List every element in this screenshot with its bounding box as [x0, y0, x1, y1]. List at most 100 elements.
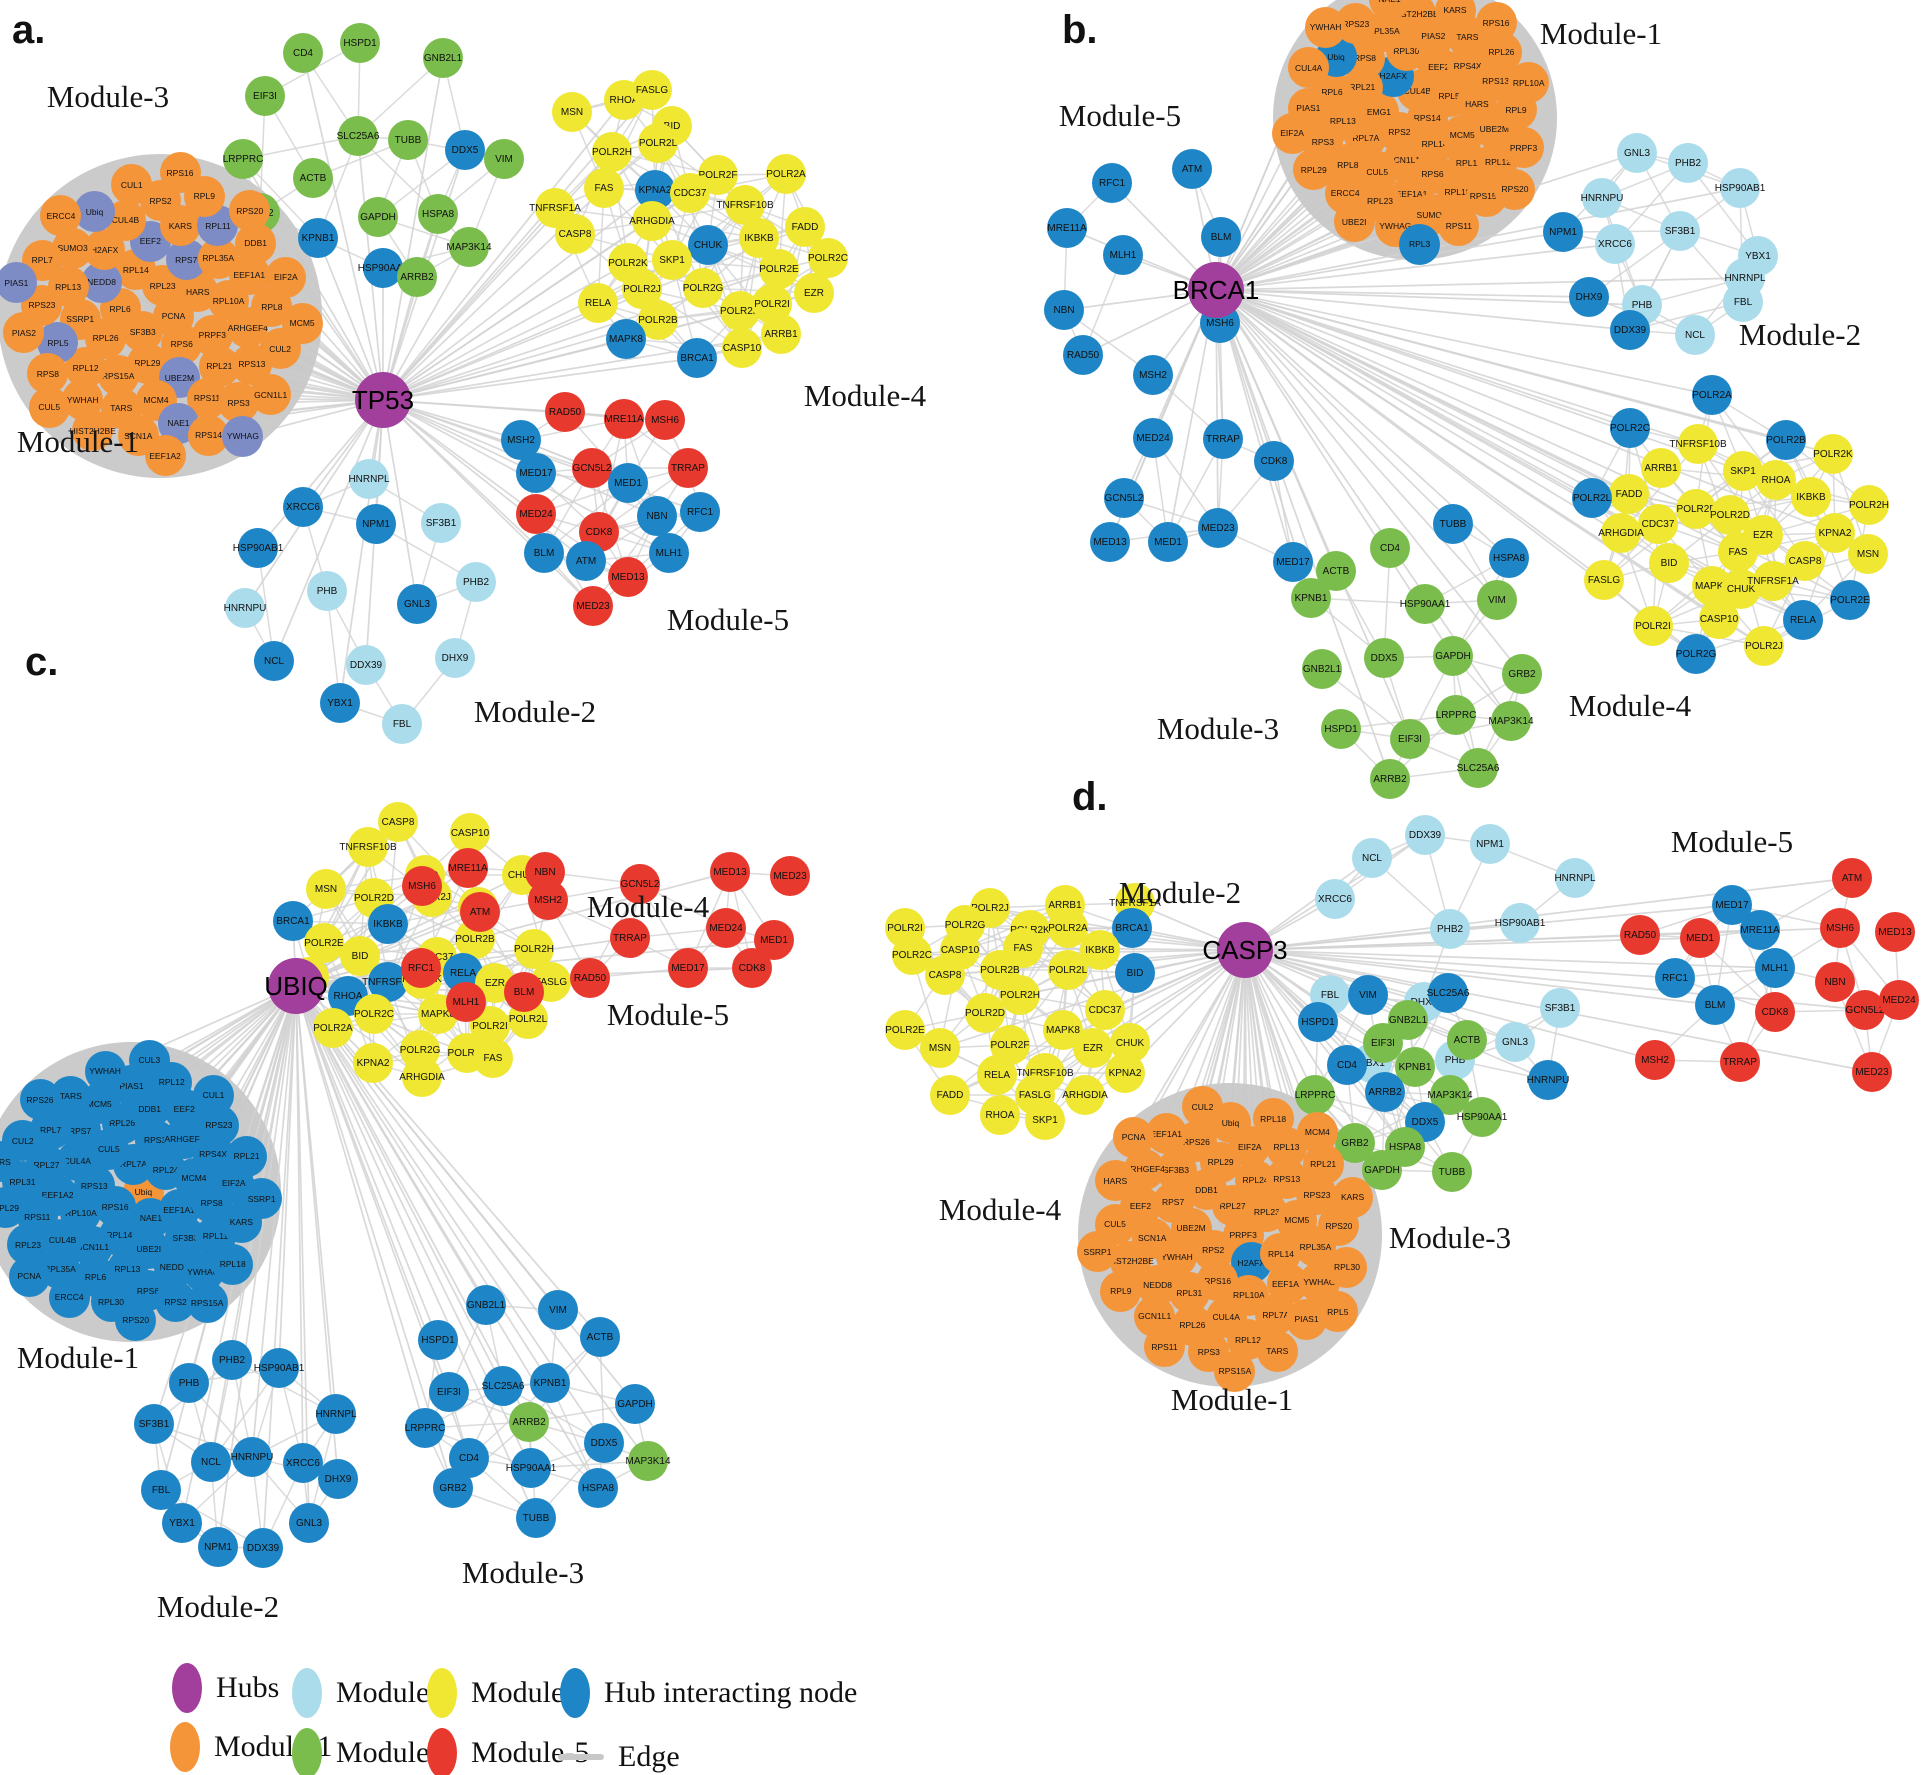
node-label: HSP90AB1: [253, 1362, 305, 1374]
node-label: SF3B3: [129, 326, 156, 337]
node-label: EEF1A2: [1271, 1278, 1304, 1289]
node-RAD50: RAD50: [1620, 915, 1660, 955]
node-label: GCN5L2: [1845, 1004, 1885, 1016]
node-label: GAPDH: [617, 1398, 653, 1410]
node-label: DDX39: [1408, 829, 1442, 841]
node-label: HNRNPU: [223, 602, 267, 614]
node-CDC37: CDC37: [670, 173, 710, 213]
node-label: RPL21: [206, 361, 233, 372]
node-MED17: MED17: [1712, 885, 1752, 925]
node-label: RPL35A: [202, 253, 235, 264]
node-label: ARRB2: [512, 1416, 546, 1428]
node-ERCC4: ERCC4: [40, 195, 82, 237]
node-KARS: KARS: [1332, 1176, 1374, 1218]
module-label-module-5: Module-5: [1058, 98, 1182, 133]
node-label: ARRB1: [1048, 899, 1082, 911]
node-label: MED13: [713, 866, 747, 878]
node-GAPDH: GAPDH: [1362, 1150, 1402, 1190]
node-label: RPS16: [101, 1201, 129, 1212]
node-label: PCNA: [17, 1271, 42, 1282]
node-POLR2G: POLR2G: [1676, 634, 1716, 674]
node-label: CASP8: [381, 816, 415, 828]
node-label: HSPD1: [1301, 1016, 1335, 1028]
node-POLR2E: POLR2E: [885, 1010, 925, 1050]
node-label: FASLG: [635, 84, 669, 96]
panel-letter-d: d.: [1072, 775, 1108, 819]
node-label: HIST2H2BE: [1107, 1256, 1154, 1267]
node-label: RPL27: [33, 1160, 60, 1171]
node-MSH2: MSH2: [1133, 355, 1173, 395]
node-BID: BID: [1115, 953, 1155, 993]
node-label: H2AFX: [1379, 71, 1407, 82]
node-label: RPS2: [149, 195, 172, 206]
node-HSP90AA1: HSP90AA1: [1457, 1097, 1507, 1137]
node-SLC25A6: SLC25A6: [482, 1366, 524, 1406]
module-label-module-4: Module-4: [803, 378, 927, 413]
node-VIM: VIM: [1477, 580, 1517, 620]
node-label: CD4: [458, 1452, 479, 1464]
node-label: RPL35A: [44, 1263, 76, 1274]
node-label: CD4: [1379, 542, 1400, 554]
node-label: CUL5: [97, 1144, 120, 1155]
node-label: YWHAH: [1161, 1251, 1193, 1262]
node-label: RPL7A: [1262, 1309, 1290, 1320]
node-ACTB: ACTB: [580, 1317, 620, 1357]
node-label: MED1: [614, 477, 642, 489]
node-label: MCM4: [181, 1173, 207, 1184]
module-label-module-3: Module-3: [1388, 1220, 1512, 1255]
node-HSPD1: HSPD1: [418, 1320, 458, 1360]
node-label: GCN1L1: [76, 1241, 110, 1252]
node-MCM5: MCM5: [281, 302, 323, 344]
node-label: POLR2L: [1572, 492, 1612, 504]
node-POLR2A: POLR2A: [313, 1008, 353, 1048]
node-HSP90AB1: HSP90AB1: [1495, 903, 1545, 943]
node-RPL30: RPL30: [1326, 1246, 1368, 1288]
node-label: POLR2E: [885, 1024, 925, 1036]
node-HSPD1: HSPD1: [1321, 709, 1361, 749]
node-label: MED23: [1201, 522, 1235, 534]
node-PHB2: PHB2: [212, 1340, 252, 1380]
node-label: EEF1A2: [149, 450, 181, 461]
node-label: LRPPRC: [1435, 709, 1477, 721]
node-label: POLR2E: [304, 937, 344, 949]
node-label: Ubiq: [85, 206, 104, 217]
node-FBL: FBL: [382, 704, 422, 744]
node-label: GAPDH: [1435, 650, 1471, 662]
node-NCL: NCL: [1675, 315, 1715, 355]
node-MRE11A: MRE11A: [604, 399, 644, 439]
node-MED23: MED23: [1852, 1052, 1892, 1092]
node-label: XRCC6: [1598, 238, 1632, 250]
node-label: DDX39: [246, 1542, 280, 1554]
node-label: MSH6: [1826, 922, 1854, 934]
node-label: RPS26: [1182, 1136, 1210, 1147]
node-label: BLM: [1704, 999, 1726, 1011]
hub-label: CASP3: [1202, 934, 1288, 965]
node-label: POLR2C: [892, 949, 933, 961]
node-MSN: MSN: [1848, 534, 1888, 574]
hubs-swatch-icon: [172, 1663, 202, 1713]
node-label: MAPK8: [1046, 1024, 1080, 1036]
node-label: RPL8: [1337, 159, 1359, 170]
node-label: MAP3K14: [625, 1455, 671, 1467]
node-label: MAP3K14: [1488, 715, 1534, 727]
node-label: HIST2H2BE: [1392, 8, 1439, 19]
node-MLH1: MLH1: [1755, 948, 1795, 988]
node-label: VIM: [1488, 594, 1506, 606]
node-label: POLR2B: [638, 314, 678, 326]
node-label: NEDD8: [1143, 1280, 1172, 1291]
node-CUL2: CUL2: [1182, 1086, 1223, 1128]
node-label: HSP90AA1: [357, 262, 409, 274]
node-label: TRRAP: [671, 462, 705, 474]
node-label: RPL21: [1349, 82, 1376, 93]
node-label: SLC25A6: [1456, 762, 1500, 774]
node-RPS16: RPS16: [1475, 2, 1517, 44]
node-RPS7: RPS7: [165, 239, 207, 281]
panel-letter-a: a.: [12, 8, 46, 52]
node-label: KPNB1: [1398, 1061, 1432, 1073]
node-label: MCM5: [1284, 1215, 1310, 1226]
node-label: POLR2I: [1635, 620, 1671, 632]
node-EEF1A2: EEF1A2: [144, 435, 186, 477]
node-label: RFC1: [686, 506, 714, 518]
node-LRPPRC: LRPPRC: [405, 1408, 445, 1448]
node-label: RPL5: [47, 337, 69, 348]
